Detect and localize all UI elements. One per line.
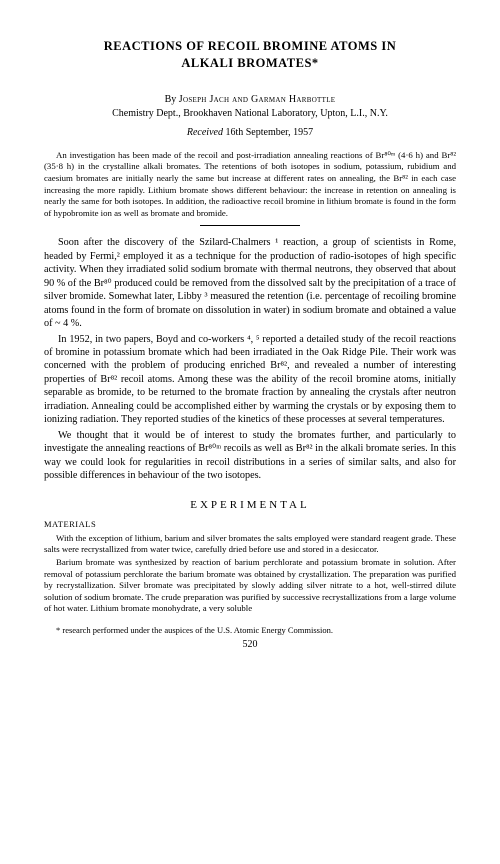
subheading-materials: MATERIALS — [44, 519, 456, 529]
footnote: * research performed under the auspices … — [44, 625, 456, 635]
body-paragraph-3: We thought that it would be of interest … — [44, 429, 456, 483]
experimental-paragraph-1: With the exception of lithium, barium an… — [44, 533, 456, 556]
abstract: An investigation has been made of the re… — [44, 150, 456, 220]
byline-prefix: By — [165, 94, 179, 105]
title-line-1: REACTIONS OF RECOIL BROMINE ATOMS IN — [104, 39, 396, 53]
received-date: 16th September, 1957 — [225, 127, 313, 138]
paper-title: REACTIONS OF RECOIL BROMINE ATOMS IN ALK… — [44, 38, 456, 72]
section-heading-experimental: EXPERIMENTAL — [44, 499, 456, 511]
body-paragraph-1: Soon after the discovery of the Szilard-… — [44, 236, 456, 330]
byline: By Joseph Jach and Garman Harbottle — [44, 94, 456, 105]
received-prefix: Received — [187, 127, 226, 138]
page-number: 520 — [44, 639, 456, 650]
divider-rule — [200, 225, 300, 226]
experimental-paragraph-2: Barium bromate was synthesized by reacti… — [44, 557, 456, 614]
authors: Joseph Jach and Garman Harbottle — [179, 94, 336, 105]
body-paragraph-2: In 1952, in two papers, Boyd and co-work… — [44, 333, 456, 427]
affiliation: Chemistry Dept., Brookhaven National Lab… — [44, 108, 456, 119]
title-line-2: ALKALI BROMATES* — [181, 56, 318, 70]
paper-page: REACTIONS OF RECOIL BROMINE ATOMS IN ALK… — [0, 0, 500, 670]
received-line: Received 16th September, 1957 — [44, 127, 456, 138]
